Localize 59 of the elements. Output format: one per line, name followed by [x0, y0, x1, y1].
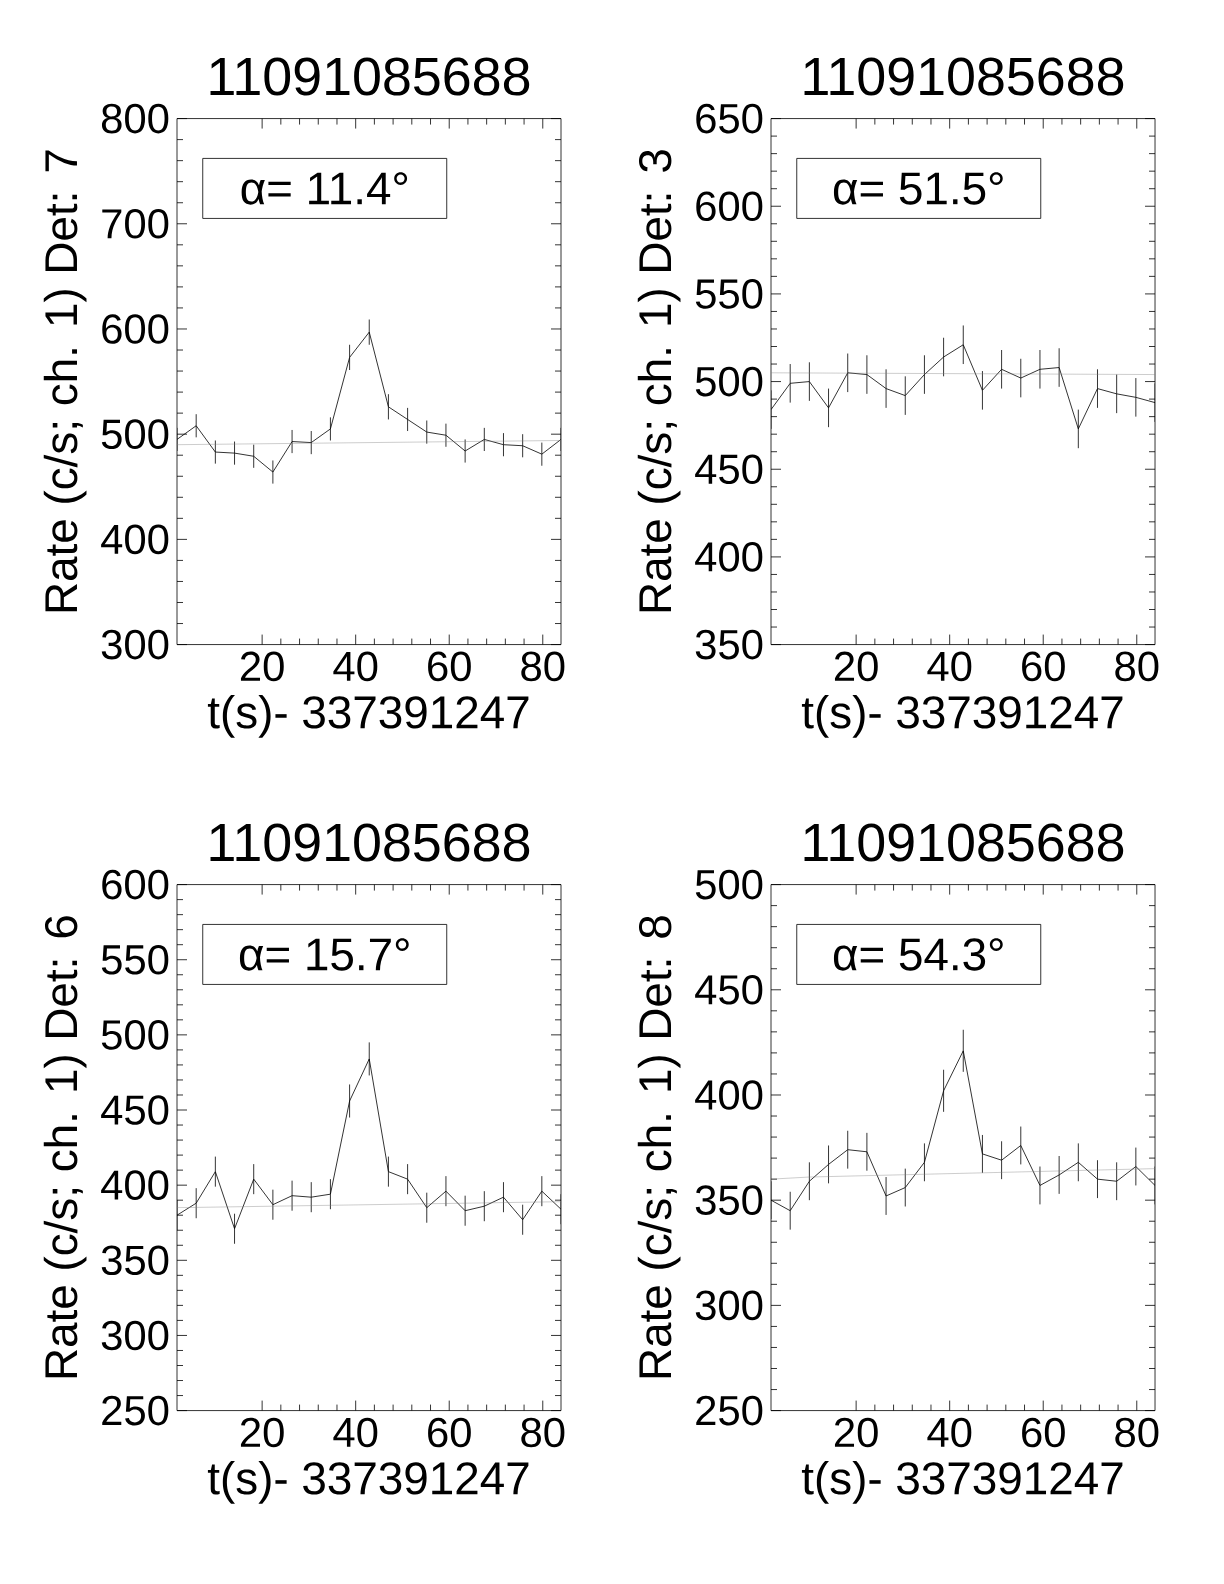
y-tick-label: 400 [101, 1170, 169, 1200]
y-tick-label: 350 [695, 629, 763, 660]
y-tick-label: 450 [101, 1095, 169, 1125]
y-tick-label: 400 [695, 542, 763, 572]
x-tick-label: 80 [521, 651, 565, 682]
y-tick-label: 400 [101, 524, 169, 555]
y-tick-label: 250 [696, 1395, 763, 1426]
annotation: α= 11.4° [241, 172, 408, 205]
x-tick-label: 60 [428, 1417, 471, 1448]
x-tick-label: 80 [521, 1417, 565, 1448]
y-tick-label: 700 [102, 208, 169, 239]
y-tick-label: 350 [101, 1245, 169, 1276]
chart-title: 11091085688 [804, 57, 1124, 96]
x-tick-label: 40 [927, 1417, 972, 1448]
x-tick-label: 60 [1022, 651, 1065, 682]
y-tick-label: 800 [101, 103, 169, 134]
y-tick-label: 300 [101, 1320, 169, 1351]
x-axis-title: t(s)- 337391247 [801, 1460, 1123, 1504]
chart-title: 11091085688 [210, 57, 530, 96]
x-tick-label: 60 [428, 651, 471, 682]
y-tick-label: 300 [101, 629, 169, 660]
y-tick-label: 650 [696, 103, 763, 134]
y-tick-label: 450 [695, 454, 763, 485]
chart-title: 11091085688 [804, 823, 1124, 862]
y-tick-label: 600 [696, 191, 763, 222]
y-tick-label: 500 [101, 1020, 169, 1050]
annotation: α= 15.7° [239, 938, 409, 971]
annotation: α= 51.5° [833, 172, 1003, 205]
y-tick-label: 450 [695, 974, 763, 1005]
y-tick-label: 550 [695, 279, 763, 309]
x-axis-title: t(s)- 337391247 [207, 694, 529, 738]
y-axis-title: Rate (c/s; ch. 1) Det: 7 [43, 150, 87, 612]
y-tick-label: 500 [695, 869, 763, 900]
x-tick-label: 80 [1115, 651, 1159, 682]
y-tick-label: 600 [102, 869, 169, 900]
y-axis-title: Rate (c/s; ch. 1) Det: 3 [637, 150, 681, 612]
x-axis-title: t(s)- 337391247 [801, 694, 1123, 738]
y-tick-label: 400 [695, 1080, 763, 1110]
x-tick-label: 20 [834, 1417, 878, 1448]
y-tick-label: 250 [102, 1395, 169, 1426]
y-tick-label: 500 [695, 366, 763, 397]
x-tick-label: 20 [834, 651, 878, 682]
x-tick-label: 40 [927, 651, 972, 682]
y-tick-label: 350 [695, 1185, 763, 1215]
y-tick-label: 300 [695, 1290, 763, 1321]
x-tick-label: 40 [333, 1417, 378, 1448]
y-tick-label: 500 [101, 419, 169, 449]
x-tick-label: 20 [240, 651, 284, 682]
y-tick-label: 550 [101, 944, 169, 975]
x-tick-label: 20 [240, 1417, 284, 1448]
annotation: α= 54.3° [833, 938, 1003, 971]
x-tick-label: 60 [1022, 1417, 1065, 1448]
x-axis-title: t(s)- 337391247 [207, 1460, 529, 1504]
chart-title: 11091085688 [210, 823, 530, 862]
x-tick-label: 80 [1115, 1417, 1159, 1448]
x-tick-label: 40 [333, 651, 378, 682]
y-tick-label: 600 [102, 314, 169, 344]
y-axis-title: Rate (c/s; ch. 1) Det: 6 [43, 916, 87, 1378]
y-axis-title: Rate (c/s; ch. 1) Det: 8 [637, 916, 681, 1378]
